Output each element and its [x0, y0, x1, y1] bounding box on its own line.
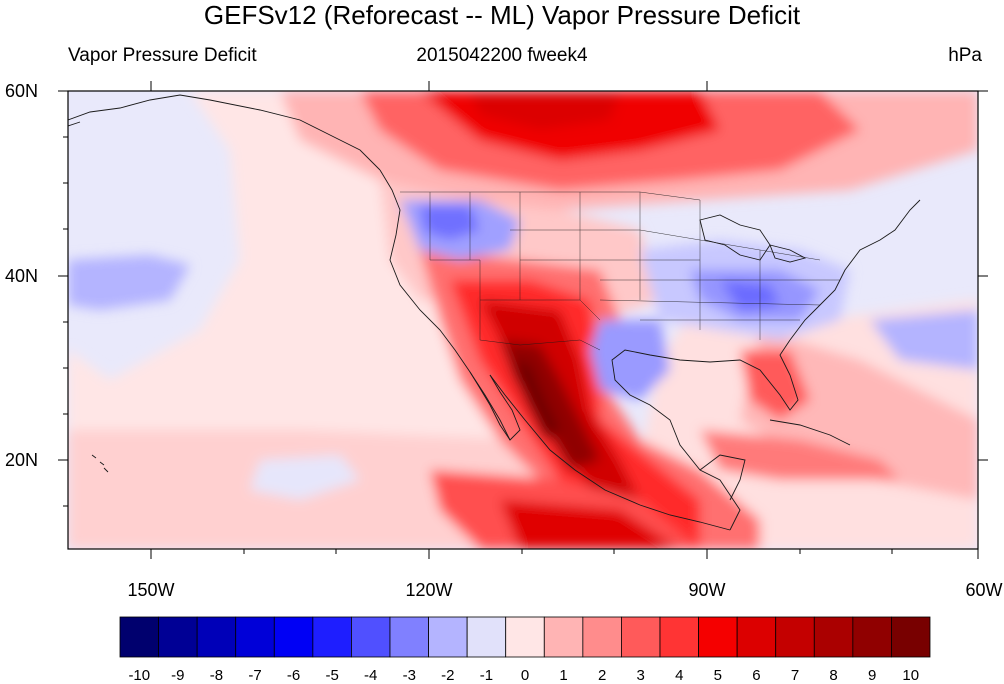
colorbar-label: 9 [867, 667, 877, 684]
colorbar-label: -9 [171, 667, 185, 684]
colorbar-swatch [428, 616, 468, 658]
colorbar-swatch [312, 616, 352, 658]
colorbar-label: 1 [559, 667, 568, 684]
political-borders [400, 191, 840, 351]
colorbar-swatch [389, 616, 429, 658]
units-label: hPa [948, 45, 982, 66]
colorbar-label: 3 [636, 667, 645, 684]
vpd-shading [68, 91, 978, 549]
colorbar-label: -2 [441, 667, 455, 684]
colorbar-swatch [273, 616, 314, 658]
colorbar-swatch [891, 616, 931, 658]
colorbar-label: 2 [597, 667, 607, 684]
colorbar-swatch [158, 616, 198, 658]
colorbar-swatch [505, 616, 545, 658]
colorbar-label: 0 [520, 667, 530, 684]
colorbar-swatch [582, 616, 622, 658]
colorbar-label: 8 [829, 667, 838, 684]
map-frame [67, 90, 979, 550]
colorbar-swatch [466, 616, 507, 658]
axis-ticks [58, 81, 988, 559]
colorbar-label: -4 [364, 667, 378, 684]
colorbar-swatch [543, 616, 584, 658]
forecast-date-label: 2015042200 fweek4 [416, 45, 588, 66]
colorbar-swatch [775, 616, 815, 658]
colorbar-label: -7 [248, 667, 262, 684]
colorbar-swatch [235, 616, 275, 658]
colorbar-swatch [351, 616, 391, 658]
colorbar-label: -8 [209, 667, 224, 684]
colorbar-swatch [621, 616, 661, 658]
colorbar-label: -5 [325, 667, 339, 684]
colorbar-swatch [698, 616, 738, 658]
colorbar-label: 6 [752, 667, 761, 684]
lat-label-20n: 20N [4, 450, 38, 470]
colorbar-label: -10 [128, 667, 151, 684]
colorbar-label: -6 [286, 667, 301, 684]
colorbar-label: -3 [402, 667, 416, 684]
lon-label-90w: 90W [688, 580, 726, 600]
variable-label: Vapor Pressure Deficit [68, 45, 257, 66]
colorbar [119, 616, 931, 658]
lon-label-60w: 60W [965, 580, 1003, 600]
colorbar-swatch [813, 616, 854, 658]
colorbar-label: 4 [675, 667, 684, 684]
colorbar-label: 10 [902, 667, 920, 684]
colorbar-label: 7 [790, 667, 800, 684]
lon-label-120w: 120W [405, 580, 453, 600]
colorbar-swatch [736, 616, 777, 658]
lon-label-150w: 150W [127, 580, 175, 600]
colorbar-swatch [659, 616, 699, 658]
colorbar-swatch [119, 616, 159, 658]
colorbar-swatch [196, 616, 237, 658]
colorbar-swatch [852, 616, 892, 658]
colorbar-label: -1 [479, 667, 494, 684]
lat-label-60n: 60N [4, 81, 38, 101]
map-title: GEFSv12 (Reforecast -- ML) Vapor Pressur… [203, 0, 801, 30]
colorbar-label: 5 [713, 667, 723, 684]
lat-label-40n: 40N [4, 266, 38, 286]
map-field [68, 91, 978, 549]
